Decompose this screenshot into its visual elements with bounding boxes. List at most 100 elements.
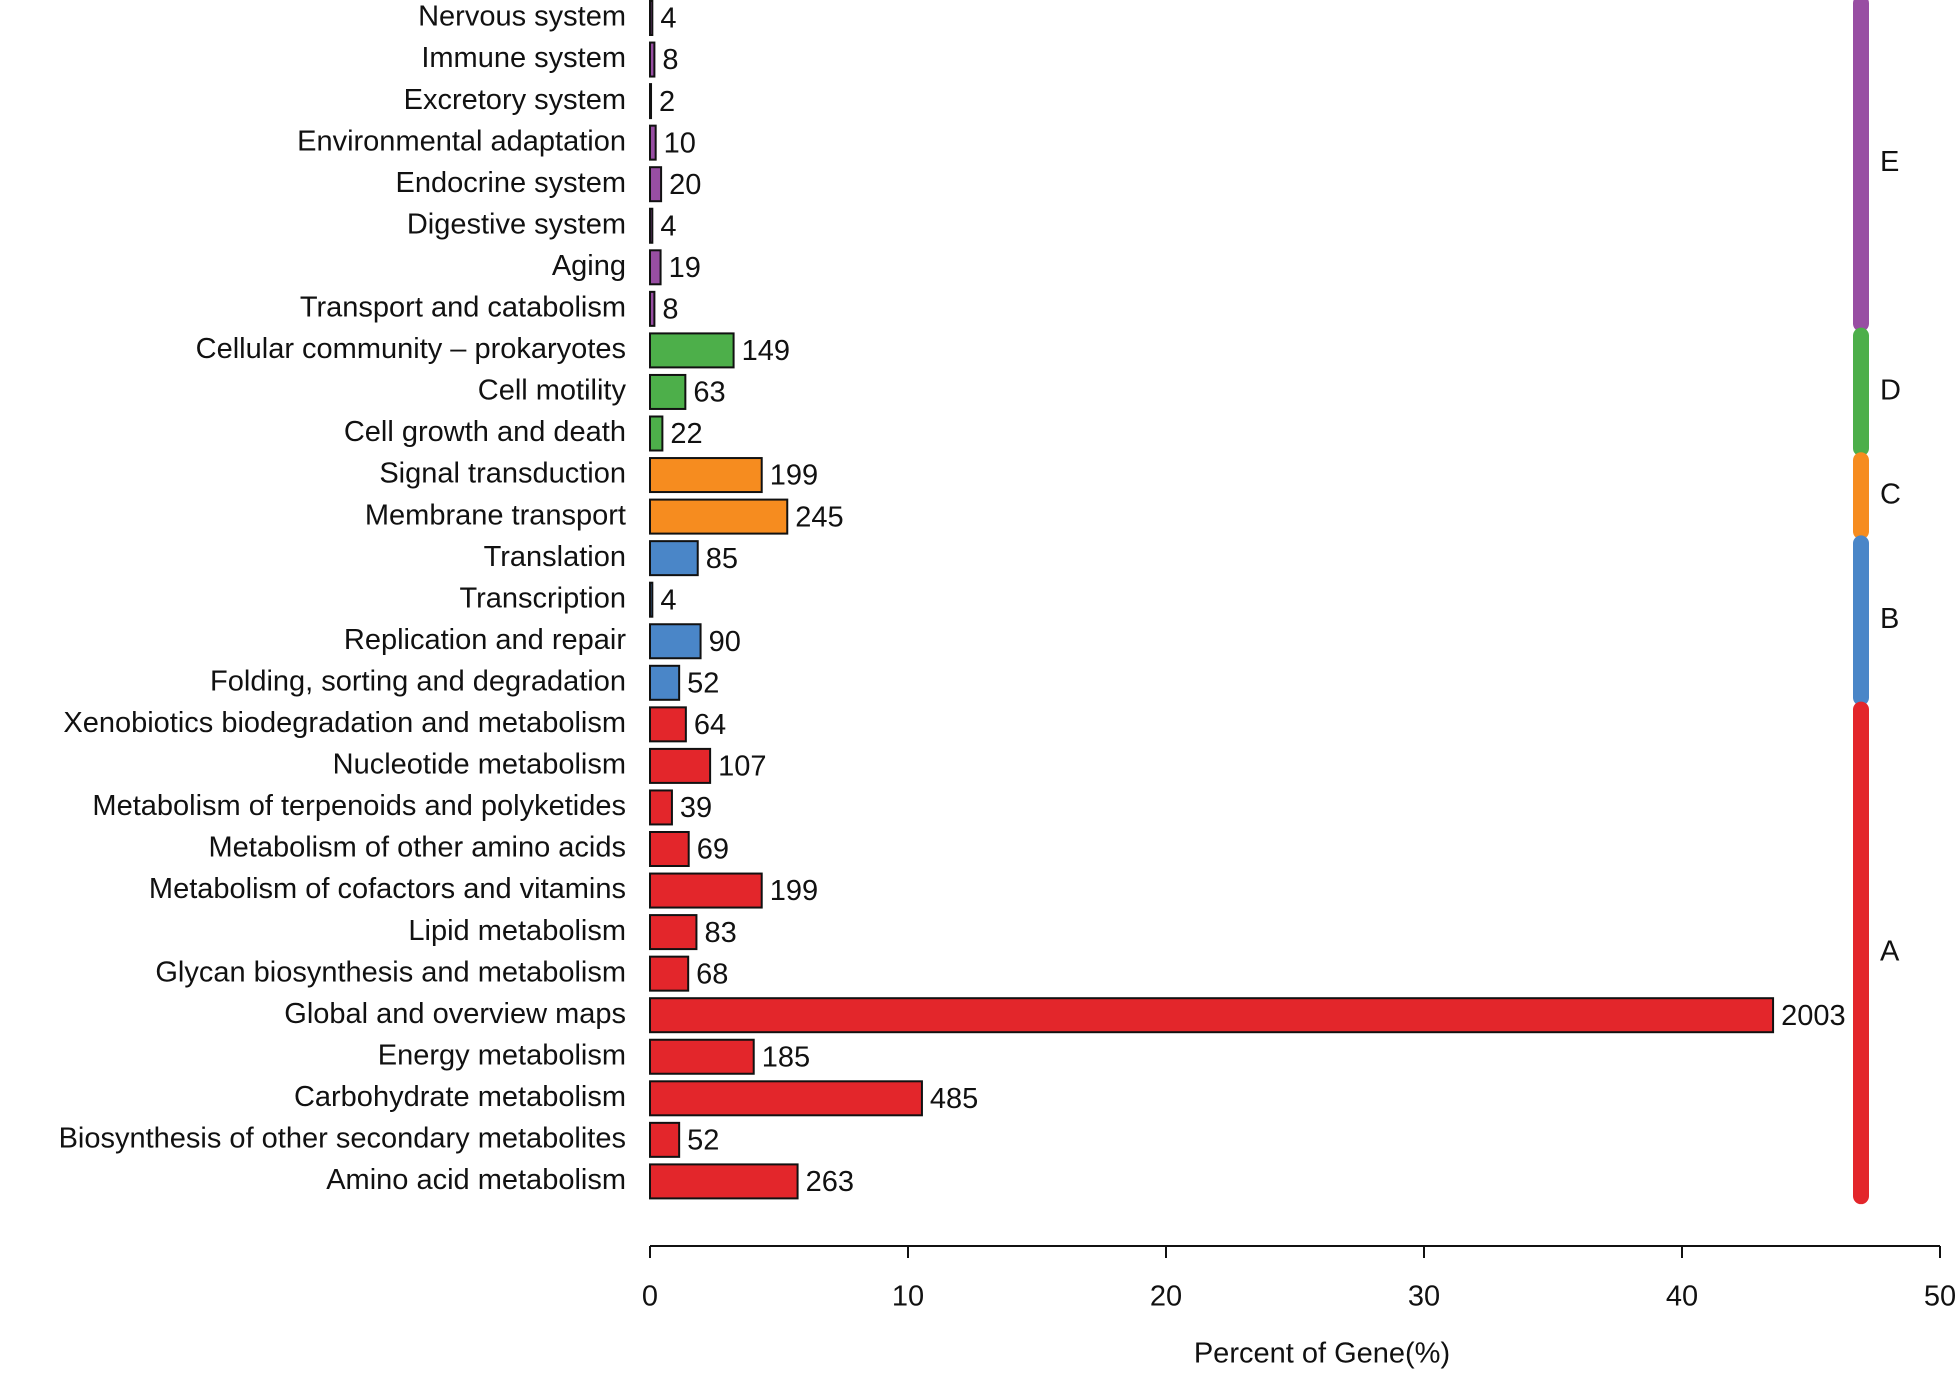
bar <box>649 1038 755 1075</box>
count-label: 4 <box>660 210 676 242</box>
bar <box>649 290 656 327</box>
count-label: 90 <box>709 626 741 658</box>
bar <box>649 623 702 660</box>
category-label: Signal transduction <box>379 458 626 490</box>
category-label: Amino acid metabolism <box>326 1164 626 1196</box>
count-label: 10 <box>664 127 696 159</box>
x-tick-label: 0 <box>642 1281 658 1313</box>
category-label: Xenobiotics biodegradation and metabolis… <box>63 707 626 739</box>
bar <box>649 332 735 369</box>
bar <box>649 581 654 618</box>
x-tick-label: 40 <box>1666 1281 1698 1313</box>
category-label: Metabolism of other amino acids <box>209 832 626 864</box>
group-label: C <box>1880 478 1901 510</box>
category-label: Cell growth and death <box>344 416 626 448</box>
bar <box>649 872 763 909</box>
bar <box>649 1080 923 1117</box>
category-label: Immune system <box>421 42 626 74</box>
category-label: Excretory system <box>404 84 626 116</box>
count-label: 485 <box>930 1083 978 1115</box>
count-label: 199 <box>770 875 818 907</box>
category-label: Lipid metabolism <box>408 915 626 947</box>
count-label: 52 <box>687 667 719 699</box>
bar <box>649 831 690 867</box>
category-label: Global and overview maps <box>284 998 626 1030</box>
count-label: 63 <box>693 377 725 409</box>
x-tick-label: 10 <box>892 1281 924 1313</box>
count-label: 4 <box>660 3 676 35</box>
count-label: 22 <box>670 418 702 450</box>
count-label: 39 <box>680 792 712 824</box>
bar <box>649 997 1775 1034</box>
bar <box>649 83 653 120</box>
x-tick-label: 30 <box>1408 1281 1440 1313</box>
bar <box>649 207 654 244</box>
category-label: Endocrine system <box>396 167 627 199</box>
count-label: 20 <box>669 169 701 201</box>
category-label: Metabolism of terpenoids and polyketides <box>92 790 626 822</box>
count-label: 245 <box>795 501 843 533</box>
count-label: 68 <box>696 958 728 990</box>
category-label: Transcription <box>459 582 626 614</box>
category-label: Cell motility <box>478 375 627 407</box>
count-label: 2003 <box>1781 1000 1846 1032</box>
count-label: 85 <box>706 543 738 575</box>
category-label: Metabolism of cofactors and vitamins <box>149 873 626 905</box>
count-label: 19 <box>669 252 701 284</box>
count-label: 185 <box>762 1041 810 1073</box>
group-label: E <box>1880 146 1899 178</box>
category-label: Carbohydrate metabolism <box>294 1081 626 1113</box>
category-label: Nucleotide metabolism <box>333 749 626 781</box>
bar <box>649 955 690 992</box>
count-label: 8 <box>662 44 678 76</box>
bar <box>649 914 698 951</box>
bar <box>649 1163 799 1200</box>
count-label: 149 <box>742 335 790 367</box>
x-tick-label: 20 <box>1150 1281 1182 1313</box>
count-label: 2 <box>659 86 675 118</box>
group-label: D <box>1880 375 1901 407</box>
count-label: 4 <box>660 584 676 616</box>
bar <box>649 789 673 826</box>
count-label: 199 <box>770 460 818 492</box>
group-label: A <box>1880 936 1900 968</box>
category-label: Replication and repair <box>344 624 626 656</box>
bar <box>649 498 789 535</box>
bar <box>649 706 687 743</box>
count-label: 83 <box>704 917 736 949</box>
bar <box>649 249 662 286</box>
x-axis-title: Percent of Gene(%) <box>1194 1338 1450 1370</box>
bar <box>649 540 699 577</box>
bar <box>649 41 656 78</box>
category-label: Glycan biosynthesis and metabolism <box>155 956 626 988</box>
bar <box>649 124 657 161</box>
category-label: Translation <box>484 541 626 573</box>
bar <box>649 457 763 494</box>
count-label: 64 <box>694 709 726 741</box>
category-label: Biosynthesis of other secondary metaboli… <box>59 1123 626 1155</box>
category-label: Folding, sorting and degradation <box>210 665 626 697</box>
count-label: 8 <box>662 294 678 326</box>
x-tick-label: 50 <box>1924 1281 1956 1313</box>
group-label: B <box>1880 603 1899 635</box>
category-label: Digestive system <box>407 208 626 240</box>
bar <box>649 373 687 410</box>
category-label: Aging <box>552 250 626 282</box>
count-label: 52 <box>687 1125 719 1157</box>
category-label: Cellular community – prokaryotes <box>196 333 626 365</box>
count-label: 107 <box>718 751 766 783</box>
category-label: Membrane transport <box>365 499 626 531</box>
bar <box>649 166 663 203</box>
bar <box>649 415 664 452</box>
bar <box>649 1121 681 1158</box>
bar <box>649 664 681 701</box>
category-label: Environmental adaptation <box>297 125 626 157</box>
category-label: Energy metabolism <box>378 1039 626 1071</box>
count-label: 69 <box>697 834 729 866</box>
count-label: 263 <box>806 1166 854 1198</box>
category-label: Nervous system <box>418 1 626 33</box>
bar <box>649 0 654 36</box>
bar <box>649 747 712 784</box>
category-label: Transport and catabolism <box>300 292 626 324</box>
